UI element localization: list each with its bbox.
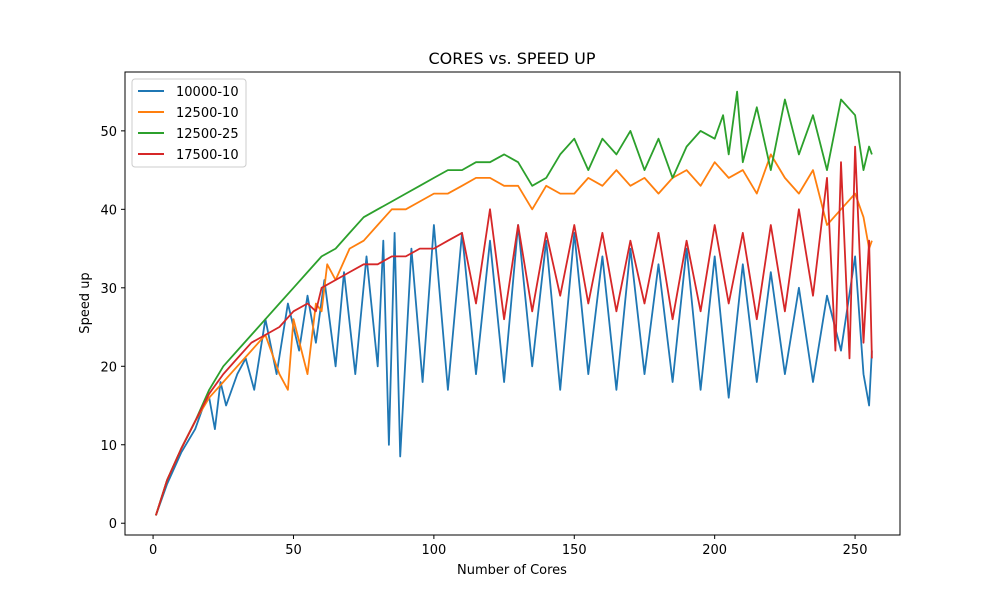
y-tick-label: 50 [100,125,117,140]
x-tick-label: 100 [421,543,446,558]
y-tick-label: 10 [100,439,117,454]
legend: 10000-10 12500-10 12500-25 17500-10 [131,78,247,168]
series-line-0 [155,224,873,516]
y-tick-label: 30 [100,282,117,297]
series-line-3 [155,145,873,516]
x-tick-label: 0 [149,543,157,558]
plot-frame [124,71,901,536]
y-tick-label: 20 [100,360,117,375]
legend-label-1: 12500-10 [176,106,239,121]
y-axis: 0 10 20 30 40 50 [100,125,125,532]
x-tick-label: 50 [285,543,302,558]
series-line-1 [155,153,873,516]
y-axis-label: Speed up [78,272,93,333]
x-axis: 0 50 100 150 200 250 [149,535,868,558]
legend-label-3: 17500-10 [176,148,239,163]
chart-title: CORES vs. SPEED UP [429,49,596,68]
x-tick-label: 250 [843,543,868,558]
legend-label-2: 12500-25 [176,127,239,142]
x-axis-label: Number of Cores [457,563,567,578]
x-tick-label: 200 [702,543,727,558]
series-line-2 [155,90,873,516]
plot-area [155,90,873,516]
y-tick-label: 0 [109,517,117,532]
y-tick-label: 40 [100,203,117,218]
legend-box [131,78,247,168]
legend-label-0: 10000-10 [176,85,239,100]
x-tick-label: 150 [562,543,587,558]
